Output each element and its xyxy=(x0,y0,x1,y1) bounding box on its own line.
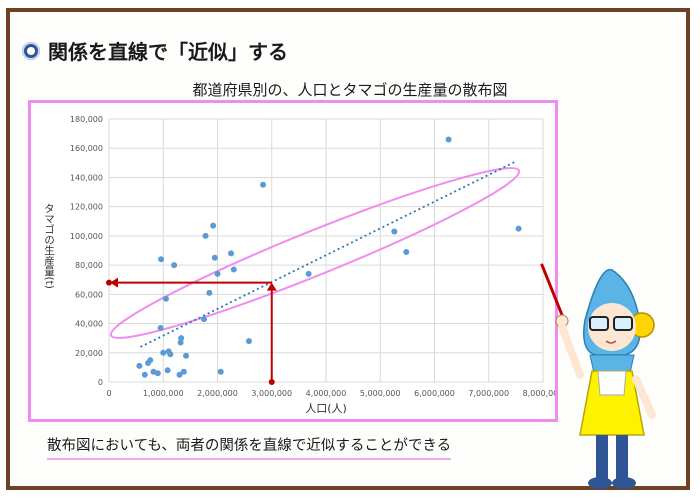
teacher-character-illustration xyxy=(540,263,656,489)
x-tick-label: 2,000,000 xyxy=(197,389,238,398)
y-tick-label: 180,000 xyxy=(70,115,103,124)
y-marker-dot xyxy=(106,279,112,286)
pointer-stick xyxy=(540,263,564,317)
data-point xyxy=(177,339,184,346)
lower-arm xyxy=(632,375,656,419)
data-point xyxy=(167,351,174,358)
y-tick-label: 100,000 xyxy=(70,232,103,241)
data-point xyxy=(305,270,312,277)
y-axis-label: タマゴの生産量(t) xyxy=(43,203,55,289)
data-point xyxy=(211,254,218,261)
data-point xyxy=(214,270,221,277)
x-tick-label: 5,000,000 xyxy=(360,389,401,398)
data-point xyxy=(141,371,148,378)
y-tick-label: 120,000 xyxy=(70,203,103,212)
data-point xyxy=(176,371,183,378)
data-point xyxy=(403,248,410,255)
x-tick-label: 4,000,000 xyxy=(306,389,347,398)
data-point xyxy=(160,349,167,356)
data-point xyxy=(445,136,452,143)
data-point xyxy=(157,324,164,331)
y-tick-label: 160,000 xyxy=(70,144,103,153)
chart-title: 都道府県別の、人口とタマゴの生産量の散布図 xyxy=(192,81,508,99)
data-point xyxy=(147,357,154,364)
slide-caption: 散布図においても、両者の関係を直線で近似することができる xyxy=(47,434,452,460)
data-point xyxy=(162,295,169,302)
shoe-right xyxy=(612,477,636,489)
bullet-icon xyxy=(22,41,40,60)
y-tick-label: 60,000 xyxy=(75,290,103,299)
data-point xyxy=(171,262,178,269)
x-tick-label: 1,000,000 xyxy=(143,389,184,398)
data-point xyxy=(164,367,171,374)
mouth xyxy=(605,340,617,344)
face xyxy=(588,303,636,351)
data-point xyxy=(245,338,252,345)
slide-header: 関係を直線で「近似」する xyxy=(22,36,288,65)
x-tick-label: 0 xyxy=(106,389,111,398)
arrow-head-left xyxy=(110,277,118,288)
data-point xyxy=(515,225,522,232)
arrow-head-up xyxy=(266,282,277,291)
glasses-right xyxy=(613,316,633,331)
leg-left xyxy=(596,435,608,479)
data-point xyxy=(230,266,237,273)
raised-arm xyxy=(558,323,584,379)
data-point xyxy=(260,181,267,188)
data-point xyxy=(183,352,190,359)
scatter-chart: 0 20,000 40,000 60,000 80,000 100,000 120,000 1… xyxy=(43,115,563,415)
leg-right xyxy=(616,435,628,479)
data-point xyxy=(158,256,165,263)
x-axis-label: 人口(人) xyxy=(305,402,347,415)
y-tick-label: 80,000 xyxy=(75,261,103,270)
y-tick-label: 0 xyxy=(98,378,103,387)
y-tick-label: 20,000 xyxy=(75,349,103,358)
x-tick-label: 3,000,000 xyxy=(251,389,292,398)
chart-container: 0 20,000 40,000 60,000 80,000 100,000 120,000 1… xyxy=(28,100,563,422)
data-point xyxy=(206,289,213,296)
data-point xyxy=(228,250,235,257)
x-tick-label: 8,000,000 xyxy=(523,389,555,398)
data-point xyxy=(154,370,161,377)
data-point xyxy=(136,362,143,369)
x-tick-label: 6,000,000 xyxy=(414,389,455,398)
highlight-ellipse xyxy=(109,167,521,339)
glasses-left xyxy=(589,316,609,331)
dress-chest xyxy=(597,370,627,396)
data-point xyxy=(217,368,224,375)
data-point xyxy=(391,228,398,235)
shoe-left xyxy=(588,477,612,489)
data-point xyxy=(210,222,217,229)
slide-title: 関係を直線で「近似」する xyxy=(48,40,288,64)
data-point xyxy=(180,368,187,375)
y-tick-label: 140,000 xyxy=(70,173,103,182)
data-point xyxy=(200,316,207,323)
x-tick-label: 7,000,000 xyxy=(468,389,509,398)
data-point xyxy=(178,335,185,342)
data-point xyxy=(202,232,209,239)
y-tick-label: 40,000 xyxy=(75,320,103,329)
